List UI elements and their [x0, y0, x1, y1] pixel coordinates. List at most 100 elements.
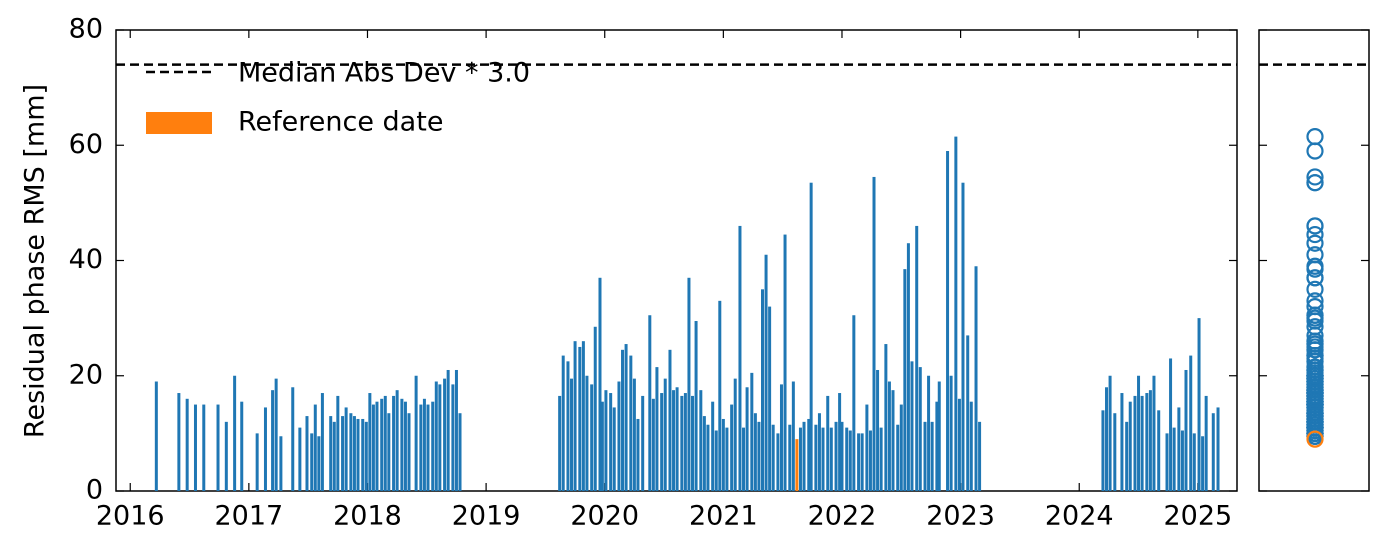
bar	[957, 398, 961, 491]
x-tick-label: 2017	[214, 501, 283, 532]
bar	[1177, 407, 1181, 491]
bar	[558, 395, 562, 491]
side-point	[1306, 326, 1324, 345]
bar	[714, 430, 718, 491]
side-point	[1306, 387, 1324, 405]
bar	[884, 344, 888, 491]
bar	[407, 413, 411, 491]
bar	[788, 424, 792, 491]
bar	[691, 395, 695, 491]
bar	[876, 369, 880, 491]
bar	[604, 390, 608, 491]
bar	[621, 349, 625, 491]
bar	[578, 346, 582, 491]
bar	[291, 387, 295, 491]
x-tick-label: 2020	[570, 501, 639, 532]
bar	[641, 395, 645, 491]
bar	[255, 433, 259, 491]
bar	[298, 427, 302, 491]
bar	[1211, 413, 1215, 491]
bar	[978, 421, 982, 491]
bar	[609, 393, 613, 491]
bar	[1189, 355, 1193, 491]
bar	[694, 321, 698, 491]
bar	[795, 439, 799, 491]
bar	[561, 355, 565, 491]
y-tick-label: 80	[69, 14, 103, 45]
bar	[400, 398, 404, 491]
bar	[310, 433, 314, 491]
bar	[332, 421, 336, 491]
bar	[1113, 413, 1117, 491]
bar	[745, 387, 749, 491]
bar	[768, 306, 772, 491]
side-point	[1306, 234, 1324, 252]
bar	[702, 416, 706, 491]
bar	[361, 418, 365, 491]
side-point	[1306, 269, 1324, 287]
bar	[438, 384, 442, 491]
bar	[263, 407, 267, 491]
bar	[969, 401, 973, 491]
side-frame	[1258, 29, 1370, 492]
bar	[349, 413, 353, 491]
side-point	[1306, 404, 1324, 422]
bar	[320, 393, 324, 491]
bar	[1148, 390, 1152, 491]
bar	[1204, 395, 1208, 491]
bar	[906, 243, 910, 491]
bar	[216, 404, 220, 491]
bar	[687, 277, 691, 491]
bar	[966, 335, 970, 491]
bar	[730, 404, 734, 491]
bar	[742, 427, 746, 491]
bar	[937, 381, 941, 491]
bar	[368, 393, 372, 491]
bar	[624, 344, 628, 491]
bar	[419, 404, 423, 491]
bar	[753, 413, 757, 491]
bar	[1216, 407, 1220, 491]
bar	[1201, 436, 1205, 491]
bar	[570, 378, 574, 491]
bar	[699, 390, 703, 491]
bar	[809, 182, 813, 492]
bar	[395, 390, 399, 491]
x-tick-label: 2018	[333, 501, 402, 532]
bar	[383, 395, 387, 491]
bar	[392, 395, 396, 491]
x-tick-label: 2023	[926, 501, 995, 532]
bar	[672, 390, 676, 491]
bar	[750, 372, 754, 491]
bar	[1192, 433, 1196, 491]
bar	[1108, 375, 1112, 491]
bar	[826, 395, 830, 491]
side-point	[1306, 367, 1324, 385]
bar	[706, 424, 710, 491]
side-point	[1306, 225, 1324, 244]
side-point	[1306, 309, 1324, 327]
bar	[668, 349, 672, 491]
bar	[632, 378, 636, 491]
bar	[274, 378, 278, 491]
bar	[380, 398, 384, 491]
x-tick-label: 2025	[1163, 501, 1232, 532]
bar	[598, 277, 602, 491]
bar	[954, 136, 958, 491]
bar	[1165, 433, 1169, 491]
bar	[961, 182, 965, 492]
bar	[857, 433, 861, 491]
bar	[590, 384, 594, 491]
bar	[451, 384, 455, 491]
side-point	[1306, 128, 1324, 146]
bar	[458, 413, 462, 491]
bar	[821, 427, 825, 491]
legend-swatch	[146, 112, 212, 134]
bar	[887, 381, 891, 491]
bar	[910, 361, 914, 491]
bar	[949, 375, 953, 491]
bar	[414, 375, 418, 491]
bar	[279, 436, 283, 491]
bar	[891, 390, 895, 491]
